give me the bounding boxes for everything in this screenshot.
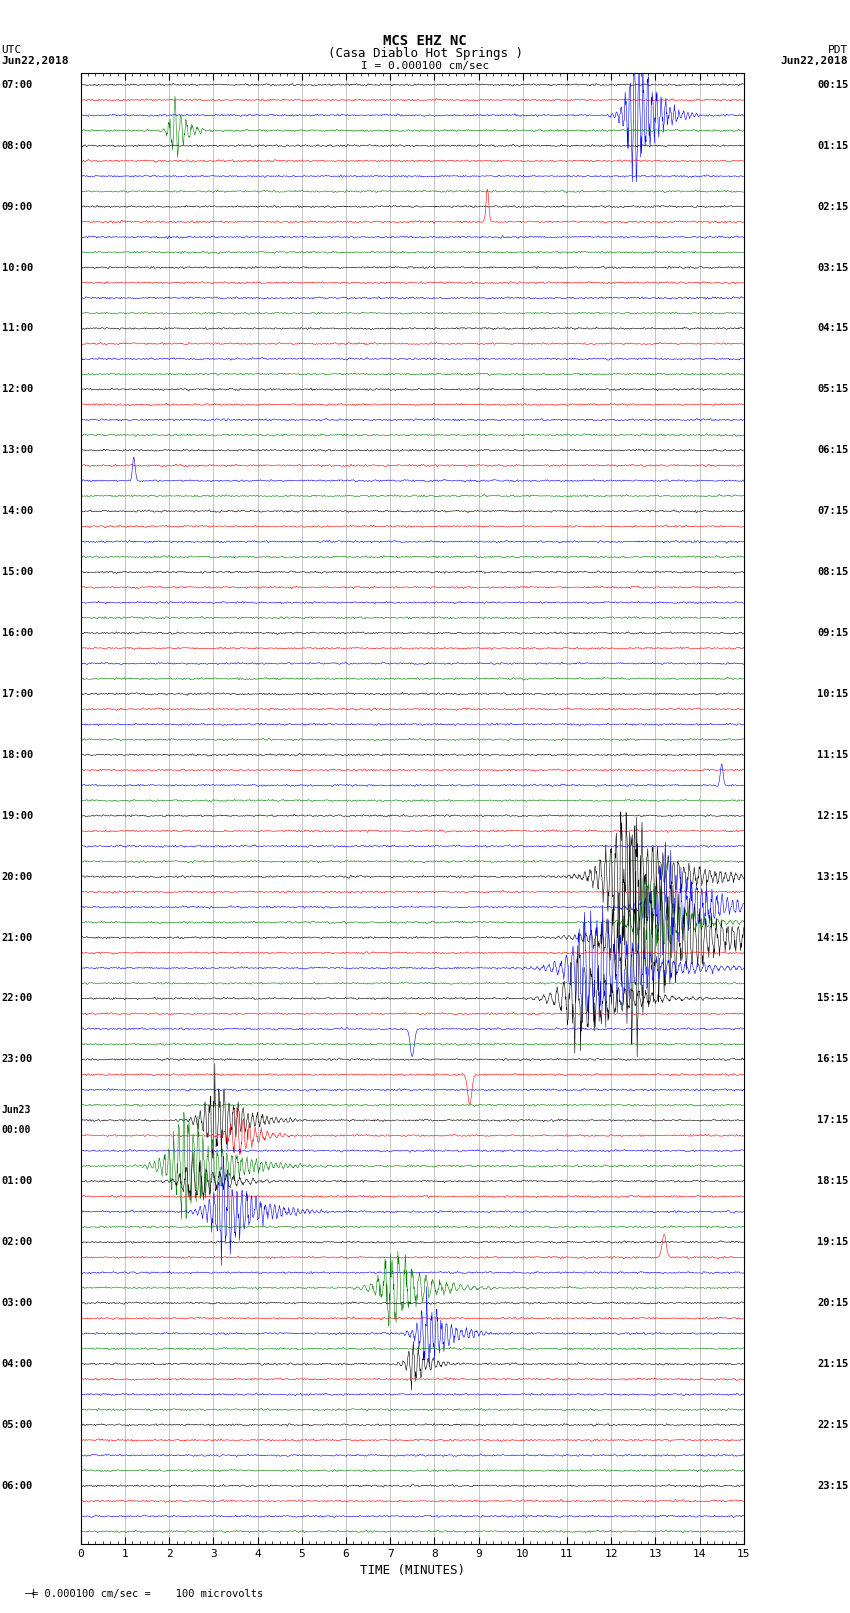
Text: 22:15: 22:15: [817, 1419, 848, 1429]
Text: 12:15: 12:15: [817, 811, 848, 821]
Text: 02:15: 02:15: [817, 202, 848, 211]
Text: Jun23: Jun23: [2, 1105, 31, 1116]
Text: 14:15: 14:15: [817, 932, 848, 942]
Text: 19:15: 19:15: [817, 1237, 848, 1247]
Text: UTC: UTC: [2, 45, 22, 55]
Text: 11:15: 11:15: [817, 750, 848, 760]
Text: 17:15: 17:15: [817, 1115, 848, 1126]
Text: 14:00: 14:00: [2, 506, 33, 516]
Text: 21:00: 21:00: [2, 932, 33, 942]
Text: 13:15: 13:15: [817, 871, 848, 882]
Text: 09:15: 09:15: [817, 627, 848, 639]
Text: 23:15: 23:15: [817, 1481, 848, 1490]
Text: 06:00: 06:00: [2, 1481, 33, 1490]
Text: I = 0.000100 cm/sec: I = 0.000100 cm/sec: [361, 61, 489, 71]
Text: MCS EHZ NC: MCS EHZ NC: [383, 34, 467, 48]
Text: (Casa Diablo Hot Springs ): (Casa Diablo Hot Springs ): [327, 47, 523, 60]
Text: 18:15: 18:15: [817, 1176, 848, 1186]
Text: $\dashv$: $\dashv$: [21, 1587, 36, 1600]
Text: 19:00: 19:00: [2, 811, 33, 821]
Text: 05:00: 05:00: [2, 1419, 33, 1429]
Text: 08:15: 08:15: [817, 568, 848, 577]
Text: 13:00: 13:00: [2, 445, 33, 455]
Text: 02:00: 02:00: [2, 1237, 33, 1247]
Text: 07:00: 07:00: [2, 79, 33, 90]
Text: 12:00: 12:00: [2, 384, 33, 394]
Text: 15:15: 15:15: [817, 994, 848, 1003]
Text: 11:00: 11:00: [2, 324, 33, 334]
Text: 06:15: 06:15: [817, 445, 848, 455]
Text: 20:00: 20:00: [2, 871, 33, 882]
X-axis label: TIME (MINUTES): TIME (MINUTES): [360, 1565, 465, 1578]
Text: 17:00: 17:00: [2, 689, 33, 698]
Text: 22:00: 22:00: [2, 994, 33, 1003]
Text: Jun22,2018: Jun22,2018: [781, 56, 848, 66]
Text: 23:00: 23:00: [2, 1055, 33, 1065]
Text: 07:15: 07:15: [817, 506, 848, 516]
Text: 15:00: 15:00: [2, 568, 33, 577]
Text: = 0.000100 cm/sec =    100 microvolts: = 0.000100 cm/sec = 100 microvolts: [32, 1589, 264, 1598]
Text: 10:15: 10:15: [817, 689, 848, 698]
Text: 05:15: 05:15: [817, 384, 848, 394]
Text: 21:15: 21:15: [817, 1358, 848, 1369]
Text: 03:00: 03:00: [2, 1298, 33, 1308]
Text: 10:00: 10:00: [2, 263, 33, 273]
Text: 09:00: 09:00: [2, 202, 33, 211]
Text: Jun22,2018: Jun22,2018: [2, 56, 69, 66]
Text: PDT: PDT: [828, 45, 848, 55]
Text: 03:15: 03:15: [817, 263, 848, 273]
Text: 00:00: 00:00: [2, 1126, 31, 1136]
Text: 01:15: 01:15: [817, 140, 848, 150]
Text: 16:00: 16:00: [2, 627, 33, 639]
Text: 20:15: 20:15: [817, 1298, 848, 1308]
Text: 18:00: 18:00: [2, 750, 33, 760]
Text: 16:15: 16:15: [817, 1055, 848, 1065]
Text: 01:00: 01:00: [2, 1176, 33, 1186]
Text: 00:15: 00:15: [817, 79, 848, 90]
Text: 08:00: 08:00: [2, 140, 33, 150]
Text: 04:15: 04:15: [817, 324, 848, 334]
Text: 04:00: 04:00: [2, 1358, 33, 1369]
